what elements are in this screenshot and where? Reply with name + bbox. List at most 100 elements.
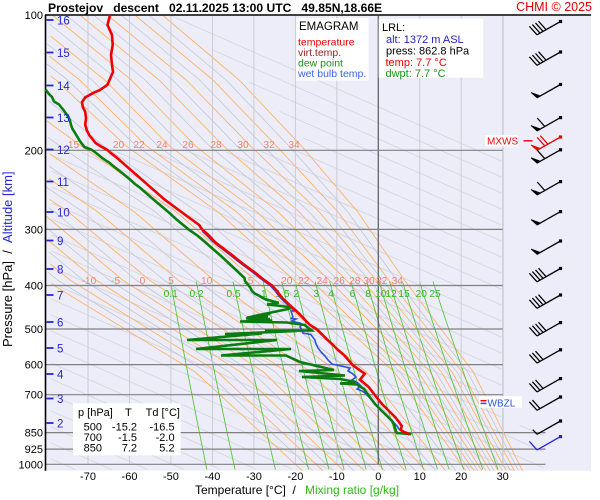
svg-text:22: 22 <box>133 140 145 151</box>
svg-text:7.2: 7.2 <box>122 443 137 455</box>
svg-text:CHMI © 2025: CHMI © 2025 <box>516 0 592 14</box>
svg-text:28: 28 <box>210 140 222 151</box>
svg-text:15: 15 <box>57 48 70 60</box>
svg-text:-40: -40 <box>204 471 220 483</box>
svg-text:32: 32 <box>376 276 388 287</box>
svg-text:34: 34 <box>392 276 404 287</box>
svg-text:-50: -50 <box>163 471 179 483</box>
svg-text:10: 10 <box>201 276 213 287</box>
svg-text:dwpt: 7.7 °C: dwpt: 7.7 °C <box>386 68 446 80</box>
svg-text:925: 925 <box>25 444 43 456</box>
svg-text:14: 14 <box>57 81 70 93</box>
svg-text:0.2: 0.2 <box>190 289 204 300</box>
svg-text:Temperature [°C] /: Temperature [°C] / <box>195 483 297 497</box>
svg-text:24: 24 <box>317 276 329 287</box>
svg-text:700: 700 <box>25 390 43 402</box>
svg-text:press: 862.8 hPa: press: 862.8 hPa <box>386 46 470 58</box>
svg-text:5: 5 <box>168 276 174 287</box>
svg-text:15: 15 <box>398 289 410 300</box>
svg-text:6: 6 <box>350 289 356 300</box>
svg-text:16: 16 <box>57 16 70 28</box>
svg-text:500: 500 <box>84 422 102 434</box>
svg-text:26: 26 <box>182 140 194 151</box>
svg-text:20: 20 <box>416 289 428 300</box>
svg-text:30: 30 <box>497 471 509 483</box>
svg-text:3: 3 <box>313 289 319 300</box>
svg-text:LRL:: LRL: <box>382 22 405 34</box>
svg-text:5.2: 5.2 <box>159 443 174 455</box>
svg-text:-10: -10 <box>82 276 97 287</box>
svg-text:25: 25 <box>429 289 441 300</box>
svg-text:0.1: 0.1 <box>164 289 178 300</box>
svg-text:34: 34 <box>288 140 300 151</box>
svg-text:2: 2 <box>57 419 63 431</box>
svg-text:30: 30 <box>237 140 249 151</box>
svg-text:400: 400 <box>25 281 43 293</box>
svg-text:7: 7 <box>57 291 63 303</box>
svg-text:9: 9 <box>57 236 63 248</box>
svg-text:850: 850 <box>84 443 102 455</box>
svg-text:20: 20 <box>281 276 293 287</box>
svg-text:Pressure [hPa] / Altitude [k: Pressure [hPa] / Altitude [km] <box>0 171 15 347</box>
svg-text:Td [°C]: Td [°C] <box>146 407 180 419</box>
svg-text:0.5: 0.5 <box>227 289 241 300</box>
svg-text:-20: -20 <box>287 471 303 483</box>
svg-text:MXWS: MXWS <box>487 137 518 148</box>
svg-text:-30: -30 <box>246 471 262 483</box>
svg-text:-15.2: -15.2 <box>112 422 137 434</box>
svg-text:-5: -5 <box>111 276 120 287</box>
svg-text:10: 10 <box>414 471 426 483</box>
svg-text:-16.5: -16.5 <box>150 422 175 434</box>
svg-text:1000: 1000 <box>19 459 43 471</box>
svg-text:virt.temp.: virt.temp. <box>298 47 341 59</box>
svg-text:dew point: dew point <box>298 58 343 70</box>
svg-text:28: 28 <box>349 276 361 287</box>
svg-text:T: T <box>125 407 132 419</box>
svg-text:20: 20 <box>113 140 125 151</box>
svg-text:WBZL: WBZL <box>488 399 516 410</box>
svg-text:500: 500 <box>25 324 43 336</box>
svg-text:-60: -60 <box>122 471 138 483</box>
svg-text:600: 600 <box>25 360 43 372</box>
svg-text:Mixing ratio [g/kg]: Mixing ratio [g/kg] <box>305 483 399 497</box>
svg-text:700: 700 <box>84 432 102 444</box>
svg-text:p [hPa]: p [hPa] <box>78 407 113 419</box>
svg-text:2: 2 <box>293 289 299 300</box>
svg-text:temp: 7.7 °C: temp: 7.7 °C <box>386 57 447 69</box>
svg-text:10: 10 <box>375 289 387 300</box>
svg-text:11: 11 <box>57 177 69 189</box>
svg-text:4: 4 <box>328 289 334 300</box>
svg-text:4: 4 <box>57 370 64 382</box>
svg-text:0: 0 <box>140 276 146 287</box>
svg-text:15: 15 <box>68 140 80 151</box>
svg-text:22: 22 <box>298 276 310 287</box>
svg-text:0: 0 <box>375 471 381 483</box>
svg-text:-2.0: -2.0 <box>156 432 175 444</box>
svg-text:-10: -10 <box>329 471 345 483</box>
svg-text:32: 32 <box>263 140 275 151</box>
svg-text:100: 100 <box>25 10 43 22</box>
svg-text:-70: -70 <box>80 471 96 483</box>
svg-text:8: 8 <box>57 265 63 277</box>
svg-text:3: 3 <box>57 394 63 406</box>
svg-text:6: 6 <box>57 318 63 330</box>
svg-text:20: 20 <box>455 471 467 483</box>
svg-text:10: 10 <box>57 208 70 220</box>
svg-text:Prostejov descent 02.11.20: Prostejov descent 02.11.2025 13:00 UTC 4… <box>48 1 382 15</box>
svg-text:850: 850 <box>25 428 43 440</box>
svg-text:temperature: temperature <box>298 37 355 49</box>
svg-text:alt: 1372 m ASL: alt: 1372 m ASL <box>386 34 464 46</box>
svg-text:wet bulb temp.: wet bulb temp. <box>297 68 366 80</box>
svg-text:1.5: 1.5 <box>275 289 289 300</box>
svg-text:5: 5 <box>57 344 63 356</box>
svg-text:15: 15 <box>242 276 254 287</box>
svg-text:24: 24 <box>156 140 168 151</box>
svg-text:13: 13 <box>57 113 70 125</box>
svg-text:EMAGRAM: EMAGRAM <box>299 21 358 33</box>
svg-text:-1.5: -1.5 <box>118 432 137 444</box>
svg-text:12: 12 <box>385 289 397 300</box>
svg-text:200: 200 <box>25 145 43 157</box>
svg-text:300: 300 <box>25 224 43 236</box>
svg-text:30: 30 <box>363 276 375 287</box>
svg-text:1: 1 <box>261 289 267 300</box>
